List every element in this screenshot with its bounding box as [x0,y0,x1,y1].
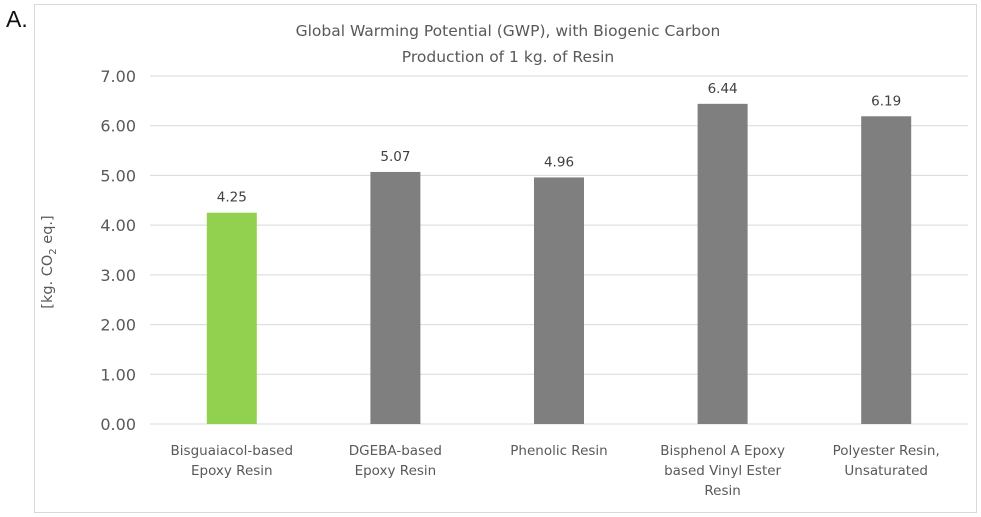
data-label: 6.19 [871,93,901,109]
category-label: Bisguaiacol-based Epoxy Resin [171,443,294,479]
bar [206,212,257,424]
y-axis-label: [kg. CO2 eq.] [40,215,59,308]
data-label: 4.25 [217,190,247,206]
bar [697,103,748,424]
chart-title-line-1: Global Warming Potential (GWP), with Bio… [296,22,721,40]
bars [206,103,912,425]
category-labels: Bisguaiacol-based Epoxy Resin DGEBA-based E… [171,443,940,499]
y-tick-label: 6.00 [100,117,136,136]
bar [370,171,421,424]
y-tick-label: 5.00 [100,166,136,185]
data-label: 4.96 [544,154,574,170]
y-tick-labels: 0.00 1.00 2.00 3.00 4.00 5.00 6.00 7.00 [100,67,136,434]
chart-frame [34,4,977,513]
data-label: 5.07 [380,149,410,165]
y-tick-label: 1.00 [100,365,136,384]
category-label: Bisphenol A Epoxy based Vinyl Ester Resin [660,443,785,499]
data-label: 6.44 [708,81,738,97]
panel-label: A. [6,6,28,32]
y-tick-label: 7.00 [100,67,136,86]
category-label: DGEBA-based Epoxy Resin [349,443,442,479]
data-labels: 4.25 5.07 4.96 6.44 6.19 [217,81,901,206]
category-label: Polyester Resin, Unsaturated [833,443,940,479]
y-tick-label: 3.00 [100,266,136,285]
chart-title-line-2: Production of 1 kg. of Resin [402,48,614,66]
bar [534,177,584,424]
category-label: Phenolic Resin [510,443,607,459]
y-tick-label: 0.00 [100,415,136,434]
y-tick-label: 4.00 [100,216,136,235]
y-tick-label: 2.00 [100,316,136,335]
bar [861,116,912,425]
